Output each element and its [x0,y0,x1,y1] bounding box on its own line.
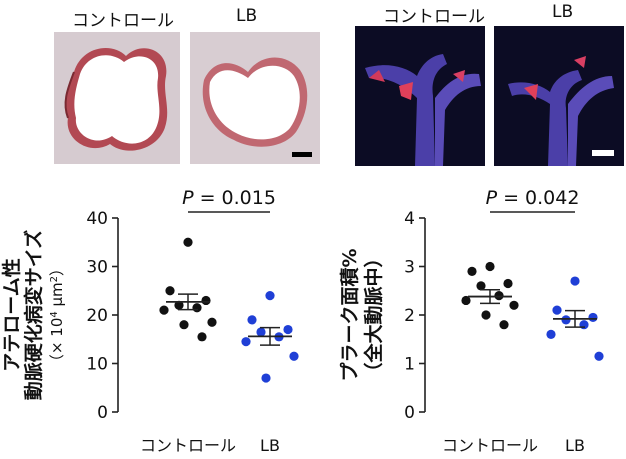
right-lb-point [552,305,562,315]
right-ylabel-line1: プラーク面積% [338,248,361,381]
right-lb-point [579,320,589,330]
right-control-point [476,281,486,291]
left-ylabel-line1: アテローム性 [0,258,23,371]
right-control-point [494,291,504,301]
left-control-point [207,317,217,327]
left-control-point [201,295,211,306]
right-tick-label: 4 [404,209,415,229]
right-control-point [481,310,491,320]
right-category-label: コントロール [442,436,538,455]
left-tick-label: 40 [86,209,108,229]
left-control-point [197,332,207,342]
left-lb-point [247,315,257,325]
left-lb-point [265,291,275,301]
image-label-lb-right: LB [552,2,574,22]
right-tick-label: 2 [404,306,415,326]
left-pvalue-label: P = 0.015 [182,187,276,209]
image-label-control-left: コントロール [72,11,174,31]
histology-lb-image [190,32,320,164]
left-control-point [179,320,189,330]
right-lb-point [561,315,571,325]
left-tick-label: 20 [86,306,108,326]
aorta-lb-image [494,26,624,166]
right-tick-label: 0 [404,403,415,423]
image-label-lb-left: LB [236,6,258,26]
left-control-point [165,286,175,296]
right-ylabel-line2: （全大動脈中） [362,248,385,381]
left-lb-point [261,373,271,383]
right-category-label: LB [565,436,585,455]
right-control-point [503,278,513,289]
left-lb-point [283,324,293,335]
left-control-point [192,303,202,313]
right-lb-point [594,351,604,361]
left-tick-label: 0 [97,403,108,423]
left-control-point [174,300,184,310]
right-lb-point [546,329,556,339]
right-control-point [485,261,495,272]
left-control-point [159,305,169,315]
right-tick-label: 3 [404,258,415,278]
right-control-point [461,295,471,306]
right-control-point [509,300,519,310]
left-lb-point [256,327,266,337]
left-ylabel-line2: 動脈硬化病変サイズ [22,230,45,400]
left-ylabel-unit: （× 104 µm2） [48,261,66,369]
right-lb-point [570,276,580,286]
image-label-control-right: コントロール [383,7,485,27]
left-lb-point [241,337,251,347]
right-pvalue-label: P = 0.042 [486,187,580,209]
left-control-point [183,237,193,247]
aorta-control-image [355,26,485,166]
left-category-label: コントロール [140,436,236,455]
right-tick-label: 1 [404,355,415,375]
left-lb-point [274,332,284,342]
left-tick-label: 10 [86,355,108,375]
left-category-label: LB [260,436,280,455]
left-tick-label: 30 [86,258,108,278]
histology-control-image [54,32,180,164]
right-control-point [467,266,477,276]
left-lb-point [289,351,299,361]
right-control-point [499,320,509,330]
right-lb-point [588,312,598,323]
